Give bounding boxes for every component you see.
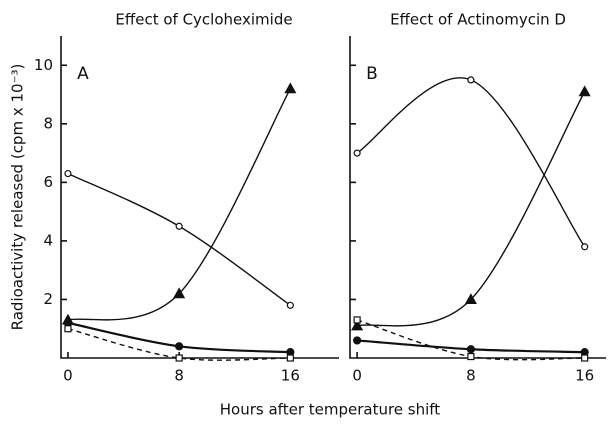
series-line (67, 328, 291, 361)
marker (351, 319, 364, 331)
x-tick-label: 0 (352, 367, 362, 385)
marker (466, 345, 475, 354)
marker (353, 316, 361, 324)
panel-label: B (366, 64, 378, 84)
panel-label: A (77, 64, 89, 84)
series-line (67, 172, 291, 306)
y-tick-label: 10 (34, 56, 53, 74)
chart-title: Effect of Actinomycin D (390, 11, 566, 29)
chart-title: Effect of Cycloheximide (115, 11, 292, 29)
marker (173, 287, 186, 299)
series-line (356, 91, 586, 327)
marker (581, 243, 589, 251)
x-tick-label: 8 (174, 367, 184, 385)
marker (175, 354, 183, 362)
x-axis-label: Hours after temperature shift (220, 401, 441, 419)
marker (353, 149, 361, 157)
marker (464, 293, 477, 305)
marker (467, 352, 475, 361)
x-tick-label: 8 (466, 367, 476, 385)
marker (467, 76, 475, 84)
marker (175, 222, 183, 230)
marker (284, 82, 297, 94)
axes (60, 36, 339, 359)
x-tick-label: 16 (281, 367, 300, 385)
marker (175, 342, 184, 351)
marker (286, 354, 294, 362)
marker (581, 354, 589, 362)
y-axis-label: Radioactivity released (cpm x 10⁻³) (9, 64, 27, 331)
y-tick-label: 6 (43, 173, 53, 191)
series-line (67, 88, 291, 321)
marker (578, 85, 591, 97)
axes (349, 36, 606, 359)
marker (64, 169, 72, 178)
x-tick-label: 0 (63, 367, 73, 385)
marker (64, 325, 72, 333)
y-tick-label: 2 (43, 290, 53, 308)
marker (353, 336, 362, 345)
y-tick-label: 4 (43, 231, 53, 249)
y-tick-label: 8 (43, 114, 53, 132)
marker (286, 301, 294, 309)
x-tick-label: 16 (575, 367, 594, 385)
